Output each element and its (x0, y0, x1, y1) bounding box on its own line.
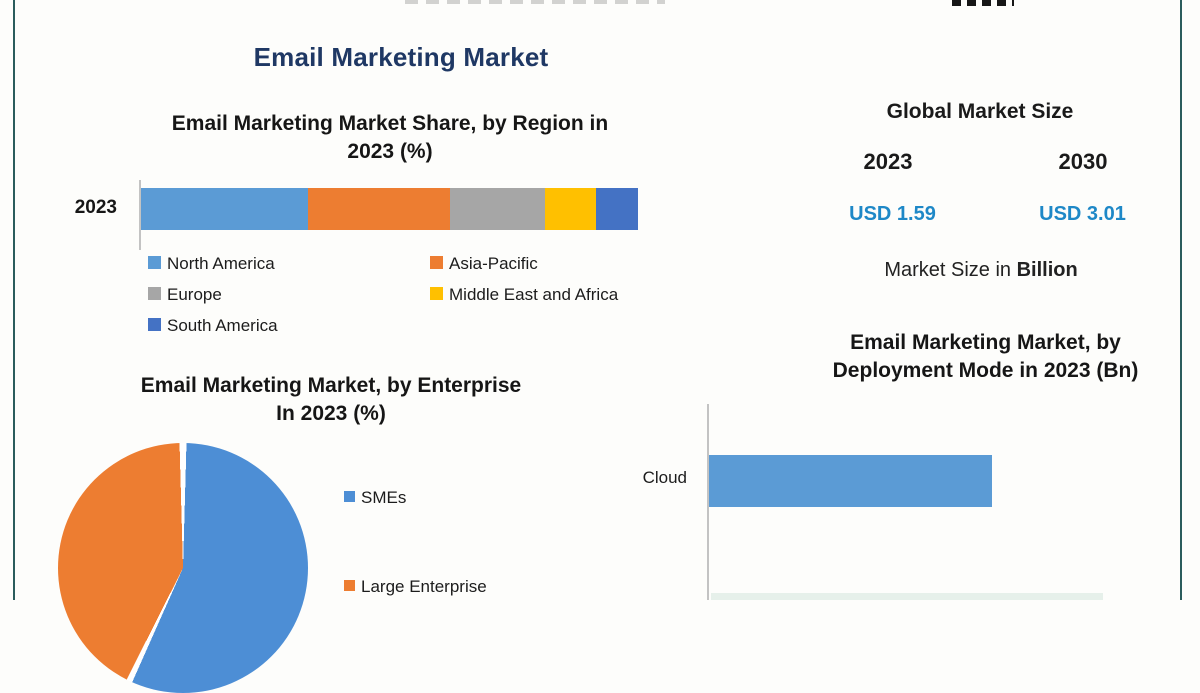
global-market-size-heading: Global Market Size (886, 100, 1074, 123)
region-chart-title-line2: 2023 (%) (347, 139, 433, 163)
legend-item-north-america: North America (148, 254, 275, 273)
legend-swatch-large-enterprise (344, 580, 355, 591)
legend-swatch-asia-pacific (430, 256, 443, 269)
legend-swatch-south-america (148, 318, 161, 331)
legend-label-middle-east-africa: Middle East and Africa (449, 285, 619, 304)
market-size-year-2023: 2023 (863, 149, 913, 174)
deployment-plot-area (709, 404, 1180, 600)
legend-swatch-north-america (148, 256, 161, 269)
region-category-label: 2023 (74, 197, 117, 218)
legend-swatch-smes (344, 491, 355, 502)
legend-item-europe: Europe (148, 285, 222, 304)
deployment-category-label: Cloud (642, 468, 687, 487)
legend-item-south-america: South America (148, 316, 278, 335)
page-title: Email Marketing Market (253, 42, 549, 72)
cloud-bar (709, 455, 992, 507)
enterprise-chart-title-line2: In 2023 (%) (276, 401, 386, 425)
legend-swatch-europe (148, 287, 161, 300)
region-y-axis-line (139, 180, 141, 250)
infographic-page: { "page": { "main_title": "Email Marketi… (13, 0, 1200, 693)
region-stacked-bar (141, 188, 638, 230)
legend-item-smes: SMEs (344, 488, 406, 507)
market-size-caption-unit: Billion (1016, 259, 1078, 281)
market-size-year-2030: 2030 (1058, 149, 1108, 174)
legend-swatch-middle-east-africa (430, 287, 443, 300)
legend-item-asia-pacific: Asia-Pacific (430, 254, 538, 273)
bar-segment-middle-east-and-africa (545, 188, 596, 230)
bar-segment-asia-pacific (307, 188, 451, 230)
deployment-y-axis-line (707, 404, 709, 600)
legend-label-asia-pacific: Asia-Pacific (449, 254, 538, 273)
region-chart-title: Email Marketing Market Share, by Region … (140, 110, 640, 165)
bar-segment-europe (450, 188, 546, 230)
legend-item-large-enterprise: Large Enterprise (344, 577, 487, 596)
deployment-chart-title-line1: Email Marketing Market, by (850, 331, 1121, 354)
bar-segment-north-america (141, 188, 308, 230)
legend-label-north-america: North America (167, 254, 275, 273)
enterprise-chart-title-line1: Email Marketing Market, by Enterprise (140, 374, 522, 397)
legend-label-large-enterprise: Large Enterprise (361, 577, 487, 596)
enterprise-pie (58, 443, 308, 693)
right-frame-border (1180, 0, 1182, 600)
market-size-caption-prefix: Market Size in (884, 259, 1017, 281)
deployment-chart-title: Email Marketing Market, by Deployment Mo… (765, 329, 1200, 384)
left-frame-border (13, 0, 15, 600)
legend-label-south-america: South America (167, 316, 278, 335)
partial-bar-fragment (711, 593, 1103, 600)
bar-segment-south-america (595, 188, 638, 230)
legend-label-europe: Europe (167, 285, 222, 304)
legend-label-smes: SMEs (361, 488, 407, 507)
market-size-caption: Market Size in Billion (806, 259, 1156, 282)
market-size-value-2030: USD 3.01 (1039, 203, 1126, 225)
market-size-value-2023: USD 1.59 (849, 203, 936, 225)
deployment-chart-title-line2: Deployment Mode in 2023 (Bn) (832, 358, 1139, 382)
clipped-text-fragment-light (405, 0, 665, 4)
enterprise-chart-title: Email Marketing Market, by Enterprise In… (81, 372, 581, 427)
legend-item-middle-east-africa: Middle East and Africa (430, 285, 618, 304)
clipped-text-fragment-dark (952, 0, 1014, 6)
region-chart-title-line1: Email Marketing Market Share, by Region … (171, 112, 609, 135)
